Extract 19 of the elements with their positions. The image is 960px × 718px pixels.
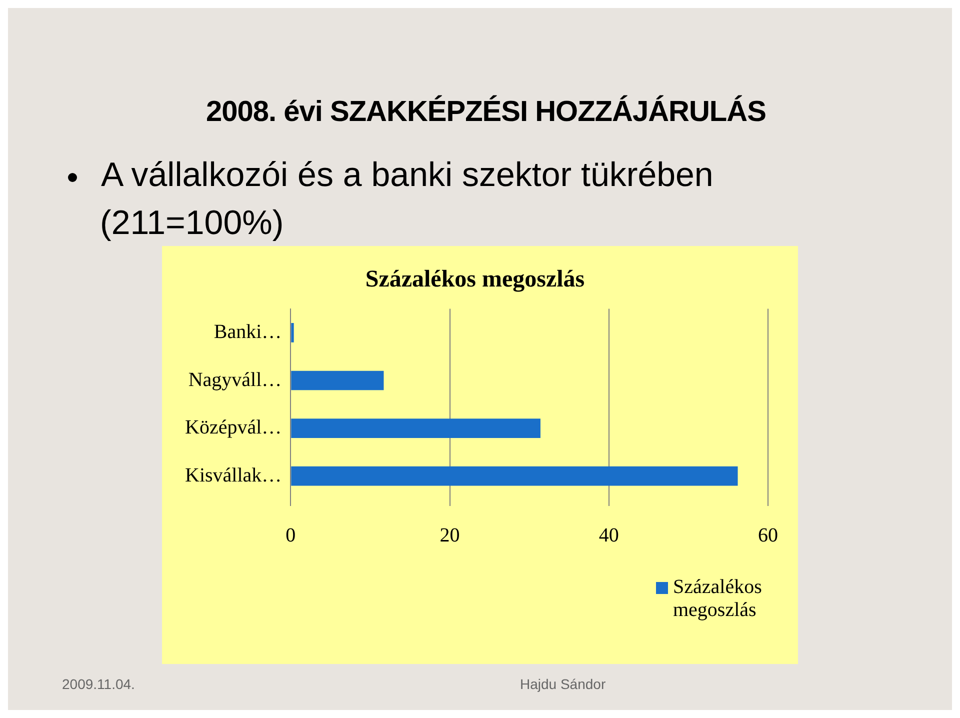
bar: [291, 370, 384, 390]
x-tick-label: 0: [286, 524, 296, 546]
bar: [291, 418, 540, 438]
legend-label: Százalékos megoszlás: [673, 576, 763, 622]
y-tick-label: Banki…: [214, 320, 282, 343]
x-tick-label: 20: [440, 524, 460, 546]
x-tick-label: 60: [758, 524, 778, 546]
bar: [291, 466, 738, 486]
bar: [291, 323, 294, 342]
y-tick-label: Középvál…: [185, 416, 282, 439]
chart-title: Százalékos megoszlás: [365, 266, 585, 293]
y-tick-label: Nagyváll…: [188, 368, 282, 391]
text: A vállalkozói és a banki szektor tükrében: [101, 156, 714, 194]
x-tick-label: 40: [598, 524, 619, 546]
text: (211=100%): [100, 204, 284, 243]
text: 2009.11.04.: [62, 676, 135, 692]
text: Hajdu Sándor: [520, 676, 606, 692]
text: 2008. évi SZAKKÉPZÉSI HOZZÁJÁRULÁS: [206, 96, 766, 129]
y-tick-label: Kisvállak…: [184, 464, 282, 486]
